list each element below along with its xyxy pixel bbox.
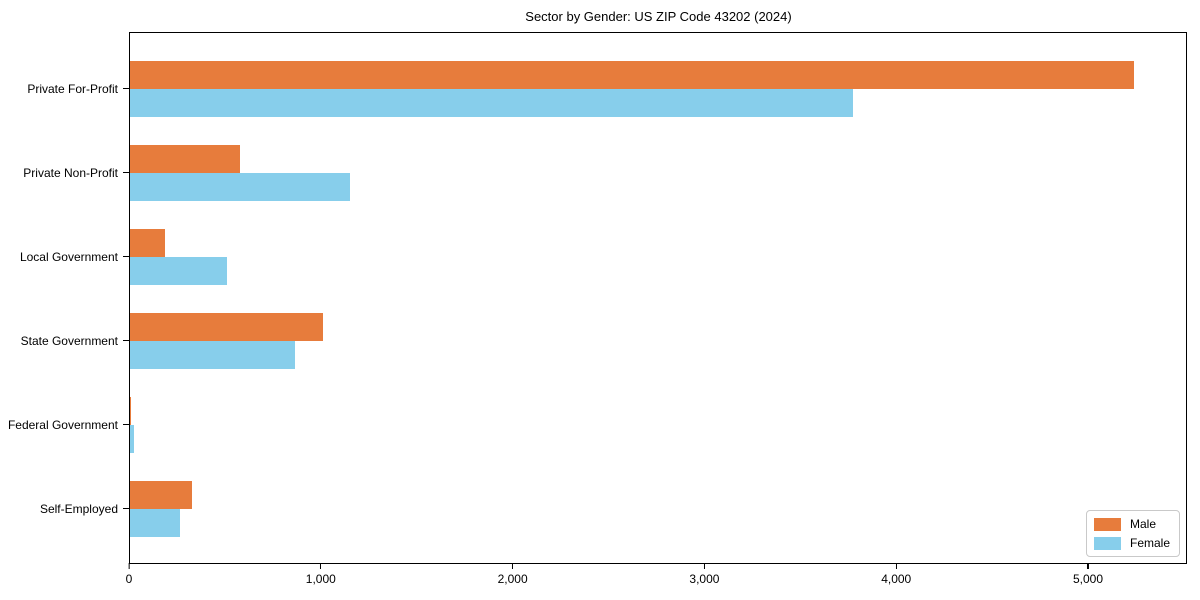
legend-swatch-male (1093, 517, 1121, 531)
x-axis-tickmark (128, 563, 130, 569)
y-axis-tickmark (123, 256, 129, 258)
y-axis-tickmark (123, 340, 129, 342)
bar-male-federal-government (130, 397, 131, 425)
x-axis-tickmark (320, 563, 322, 569)
legend-item-female: Female (1093, 536, 1170, 550)
bar-male-private-for-profit (130, 61, 1135, 89)
bar-female-state-government (130, 341, 295, 369)
y-axis-tickmark (123, 424, 129, 426)
y-axis-label-federal-government: Federal Government (7, 418, 118, 432)
x-axis-tick-label: 4,000 (881, 572, 912, 586)
x-axis-tick-label: 2,000 (497, 572, 528, 586)
bar-female-private-non-profit (130, 173, 350, 201)
bar-male-local-government (130, 229, 166, 257)
y-axis-tickmark (123, 172, 129, 174)
y-axis-label-private-for-profit: Private For-Profit (27, 82, 118, 96)
y-axis-tickmark (123, 88, 129, 90)
bar-male-private-non-profit (130, 145, 240, 173)
bar-female-self-employed (130, 509, 180, 537)
y-axis-label-private-non-profit: Private Non-Profit (23, 166, 118, 180)
legend-label-female: Female (1129, 536, 1170, 550)
legend-item-male: Male (1093, 517, 1170, 531)
bar-male-self-employed (130, 481, 192, 509)
chart-title: Sector by Gender: US ZIP Code 43202 (202… (525, 9, 792, 24)
y-axis-label-local-government: Local Government (19, 250, 118, 264)
bar-male-state-government (130, 313, 323, 341)
x-axis-tick: 0 (125, 563, 133, 586)
y-axis-label-self-employed: Self-Employed (39, 502, 118, 516)
legend-label-male: Male (1129, 517, 1156, 531)
x-axis: 0 1,000 2,000 3,000 4,000 5,000 (125, 563, 1187, 593)
legend-swatch-female (1093, 536, 1121, 550)
x-axis-tick: 2,000 (498, 563, 528, 586)
x-axis-tick: 1,000 (306, 563, 336, 586)
legend: Male Female (1085, 510, 1180, 557)
x-axis-tick-label: 3,000 (689, 572, 720, 586)
x-axis-tick-label: 0 (125, 572, 133, 586)
x-axis-tickmark (511, 563, 514, 569)
x-axis-tickmark (703, 563, 706, 569)
plot-area: Male Female (129, 32, 1187, 564)
y-axis-label-state-government: State Government (20, 334, 118, 348)
y-axis: Private For-Profit Private Non-Profit Loca… (0, 32, 129, 564)
bar-female-federal-government (130, 425, 135, 453)
x-axis-tick-label: 1,000 (305, 572, 336, 586)
x-axis-tickmark (1087, 563, 1089, 569)
y-axis-tickmark (123, 508, 129, 510)
x-axis-tick: 4,000 (881, 563, 911, 586)
bar-female-private-for-profit (130, 89, 854, 117)
bar-female-local-government (130, 257, 227, 285)
x-axis-tick: 5,000 (1073, 563, 1103, 586)
x-axis-tickmark (895, 563, 897, 569)
x-axis-tick: 3,000 (689, 563, 719, 586)
x-axis-tick-label: 5,000 (1073, 572, 1104, 586)
